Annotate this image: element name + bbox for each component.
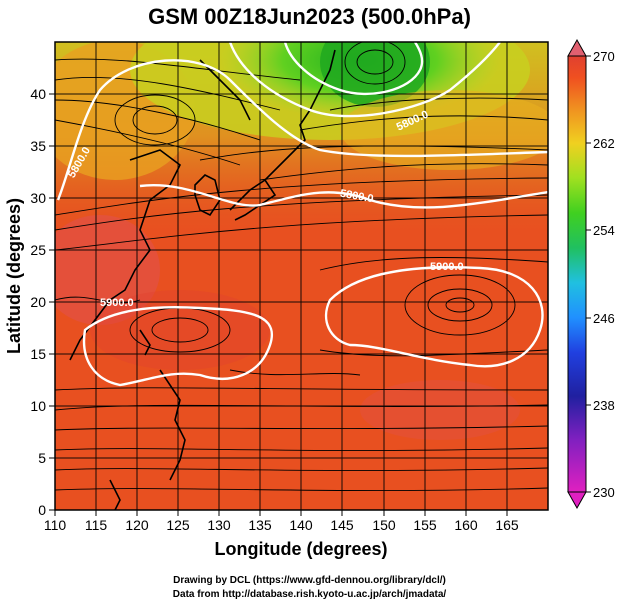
map-title: GSM 00Z18Jun2023 (500.0hPa): [148, 4, 471, 29]
y-tick-label: 40: [30, 86, 46, 102]
colorbar-tick-label: 246: [593, 311, 615, 326]
y-tick-label: 5: [38, 450, 46, 466]
contour-label: 5900.0: [100, 297, 134, 309]
colorbar-tick-label: 230: [593, 485, 615, 500]
x-tick-label: 125: [166, 517, 190, 533]
y-tick-label: 10: [30, 398, 46, 414]
wind-streamlines: [55, 42, 548, 492]
x-tick-label: 130: [207, 517, 231, 533]
x-tick-label: 115: [85, 517, 108, 533]
colorbar-max-arrow: [567, 38, 587, 57]
x-tick-label: 135: [248, 517, 272, 533]
y-tick-label: 0: [38, 502, 46, 518]
credit-line-data: Data from http://database.rish.kyoto-u.a…: [172, 589, 447, 600]
temperature-field: 5800.0 5800.0 5900.0 5900.0 5800.0: [55, 42, 548, 510]
x-tick-label: 140: [289, 517, 313, 533]
colorbar-tick-label: 262: [593, 136, 615, 151]
x-axis-title: Longitude (degrees): [214, 539, 387, 559]
coastlines: [69, 49, 336, 510]
x-tick-label: 165: [495, 517, 519, 533]
colorbar-min-arrow: [567, 491, 587, 510]
credit-line-dcl: Drawing by DCL (https://www.gfd-dennou.o…: [173, 575, 446, 586]
colorbar-scale: [567, 55, 587, 493]
x-tick-label: 160: [454, 517, 478, 533]
x-tick-label: 155: [413, 517, 437, 533]
y-tick-labels: 0 5 10 15 20 25 30 35 40: [30, 86, 46, 518]
x-tick-label: 110: [44, 517, 67, 533]
y-tick-label: 25: [30, 242, 46, 258]
x-tick-labels: 110 115 120 125 130 135 140 145 150 155 …: [44, 517, 519, 533]
colorbar: 230 238 246 254 262 270: [567, 38, 615, 510]
x-tick-label: 145: [330, 517, 354, 533]
y-tick-label: 15: [30, 346, 46, 362]
contour-label: 5900.0: [430, 261, 464, 273]
colorbar-tick-label: 254: [593, 223, 615, 238]
x-tick-label: 120: [125, 517, 149, 533]
y-axis-title: Latitude (degrees): [4, 198, 24, 354]
colorbar-tick-label: 270: [593, 49, 615, 64]
tick-marks: [49, 93, 508, 516]
y-tick-label: 35: [30, 138, 46, 154]
y-tick-label: 30: [30, 190, 46, 206]
contour-label: 5800.0: [339, 188, 374, 206]
x-tick-label: 150: [372, 517, 396, 533]
colorbar-tick-label: 238: [593, 398, 615, 413]
height-contours: [56, 42, 548, 387]
y-tick-label: 20: [30, 294, 46, 310]
